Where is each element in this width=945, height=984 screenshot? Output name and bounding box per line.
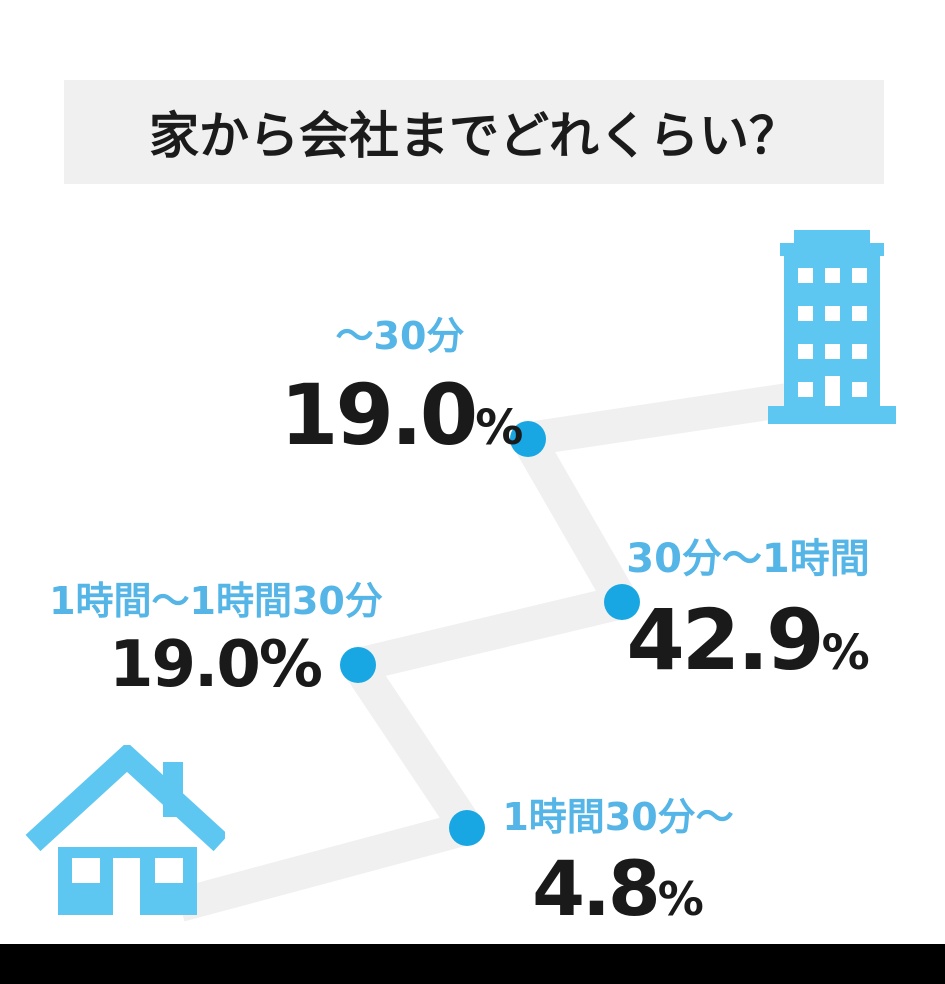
value-unit-3: % bbox=[258, 628, 324, 702]
value-unit-4: % bbox=[657, 872, 704, 926]
data-point-group-3: 1時間～1時間30分 19.0% bbox=[40, 570, 392, 697]
value-unit-2: % bbox=[821, 625, 870, 681]
value-number-4: 4.8 bbox=[532, 844, 661, 933]
data-point-dot-1 bbox=[510, 421, 546, 457]
data-point-group-2: 30分～1時間 42.9% bbox=[624, 526, 872, 682]
value-2: 42.9% bbox=[624, 598, 872, 682]
footer-bar bbox=[0, 944, 945, 984]
value-4: 4.8% bbox=[485, 851, 751, 927]
category-label-2: 30分～1時間 bbox=[626, 536, 870, 582]
value-number-3: 19.0 bbox=[108, 628, 261, 702]
value-3: 19.0% bbox=[40, 633, 392, 697]
category-label-3: 1時間～1時間30分 bbox=[49, 579, 383, 623]
category-label-4: 1時間30分～ bbox=[502, 795, 734, 839]
house-icon bbox=[25, 745, 225, 915]
category-label-1: ～30分 bbox=[335, 314, 465, 358]
data-point-dot-2 bbox=[604, 584, 640, 620]
data-point-group-1: ～30分 19.0% bbox=[280, 305, 524, 457]
data-point-dot-3 bbox=[340, 647, 376, 683]
value-number-1: 19.0 bbox=[280, 366, 478, 464]
title-banner: 家から会社までどれくらい？ bbox=[64, 80, 884, 184]
office-building-icon bbox=[768, 230, 896, 424]
value-unit-1: % bbox=[475, 400, 524, 456]
data-point-group-4: 1時間30分～ 4.8% bbox=[485, 786, 751, 927]
house-roof bbox=[25, 745, 225, 852]
chart-title: 家から会社までどれくらい？ bbox=[149, 107, 799, 165]
value-number-2: 42.9 bbox=[626, 591, 824, 689]
route-path bbox=[175, 374, 851, 922]
value-1: 19.0% bbox=[280, 373, 524, 457]
data-point-dot-4 bbox=[449, 810, 485, 846]
